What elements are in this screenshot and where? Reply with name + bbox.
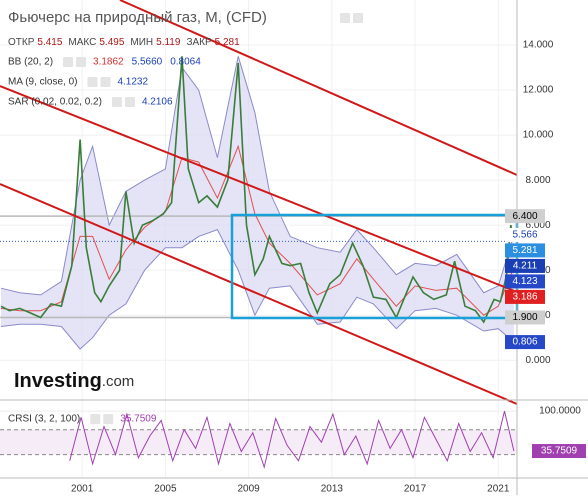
crsi-reading: 35.7509: [120, 414, 157, 425]
y-tick-label: 8.000: [525, 175, 550, 186]
ohlc-value: 5.415: [37, 37, 62, 48]
price-label-box: [505, 335, 545, 350]
ohlc-label: ОТКР: [8, 37, 35, 48]
indicator-value: 4.1232: [117, 77, 148, 88]
indicator-value: 3.1862: [93, 57, 124, 68]
price-label: 5.281: [512, 245, 537, 256]
ohlc-label: ЗАКР: [186, 37, 212, 48]
price-line: [0, 56, 515, 324]
price-label-box: [505, 243, 545, 258]
x-tick-label: 2021: [487, 484, 510, 495]
y-tick-label: 12.000: [523, 85, 554, 96]
indicator-name: SAR (0.02, 0.02, 0.2): [8, 97, 102, 108]
legend-icon: [87, 77, 98, 87]
legend-icon: [111, 97, 122, 107]
indicator-name: MA (9, close, 0): [8, 77, 77, 88]
x-tick-label: 2005: [154, 484, 177, 495]
indicator-value: 4.2106: [142, 97, 173, 108]
ohlc-value: 5.495: [99, 37, 124, 48]
x-tick-label: 2013: [321, 484, 344, 495]
bb-upper: [0, 56, 515, 296]
ohlc-value: 5.281: [215, 37, 240, 48]
bb-lower: [0, 228, 515, 350]
channel-line: [0, 85, 518, 293]
indicator-name: BB (20, 2): [8, 57, 53, 68]
ohlc-value: 5.119: [156, 37, 181, 48]
y-tick-label: 10.000: [523, 130, 554, 141]
price-label: 0.806: [512, 337, 537, 348]
price-label-box: [505, 289, 545, 304]
channel-line: [0, 183, 518, 405]
legend-icon: [103, 414, 114, 424]
crsi-label-box: [532, 444, 586, 459]
indicator-value: 5.5660: [132, 57, 163, 68]
y-tick-label: 14.000: [523, 40, 554, 51]
crsi-name: CRSI (3, 2, 100): [8, 414, 80, 425]
y-tick-label: 6.000: [525, 220, 550, 231]
price-label: 4.211: [513, 261, 538, 272]
crsi-line: [69, 410, 515, 469]
legend-icon: [353, 13, 363, 23]
x-tick-label: 2017: [404, 484, 427, 495]
legend-icon: [63, 57, 74, 67]
legend-icon: [76, 57, 87, 67]
price-label-box: [505, 258, 545, 273]
channel-line: [119, 0, 518, 176]
price-label-box: [505, 310, 545, 325]
logo-suffix: .com: [102, 373, 135, 390]
legend-icon: [100, 77, 111, 87]
plot-front: 0.0002.0004.0006.0008.00010.00012.00014.…: [8, 13, 586, 495]
ohlc-label: МИН: [130, 37, 153, 48]
price-label-box: [505, 274, 545, 289]
price-label: 1.900: [512, 312, 537, 323]
price-label: 4.123: [512, 276, 537, 287]
bb-fill: [1, 56, 514, 350]
ohlc-row: ОТКР 5.415 МАКС 5.495 МИН 5.119 ЗАКР 5.281: [8, 37, 240, 48]
x-tick-label: 2009: [237, 484, 260, 495]
crsi-label: 35.7509: [541, 446, 578, 457]
price-label-box: [505, 227, 545, 242]
channel: [0, 0, 518, 405]
price-label: 3.186: [512, 292, 537, 303]
price-label-box: [505, 209, 545, 224]
indicator-value: 0.8064: [170, 57, 201, 68]
price-label: 5.566: [512, 230, 537, 241]
legend-icon: [124, 97, 135, 107]
x-tick-label: 2001: [71, 484, 94, 495]
chart-title: Фьючерс на природный газ, М, (CFD): [8, 9, 267, 26]
y-tick-label: 100.0000: [539, 406, 581, 417]
logo-name: Investing: [14, 370, 102, 392]
ohlc-label: МАКС: [68, 37, 96, 48]
price-label: 6.400: [512, 211, 537, 222]
legend-icon: [90, 414, 101, 424]
logo: Investing.com: [14, 370, 134, 392]
legend-icon: [340, 13, 350, 23]
y-tick-label: 0.000: [525, 355, 550, 366]
